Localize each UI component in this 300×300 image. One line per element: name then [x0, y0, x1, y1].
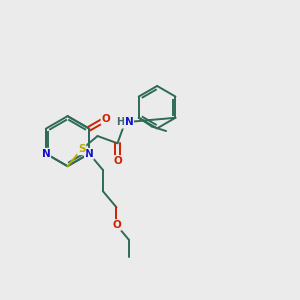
Text: O: O: [113, 156, 122, 166]
Text: S: S: [78, 144, 85, 154]
Text: N: N: [125, 117, 134, 127]
Text: N: N: [41, 149, 50, 159]
Text: H: H: [116, 117, 124, 127]
Text: O: O: [112, 220, 121, 230]
Text: N: N: [85, 149, 94, 159]
Text: H: H: [121, 119, 128, 128]
Text: O: O: [101, 114, 110, 124]
